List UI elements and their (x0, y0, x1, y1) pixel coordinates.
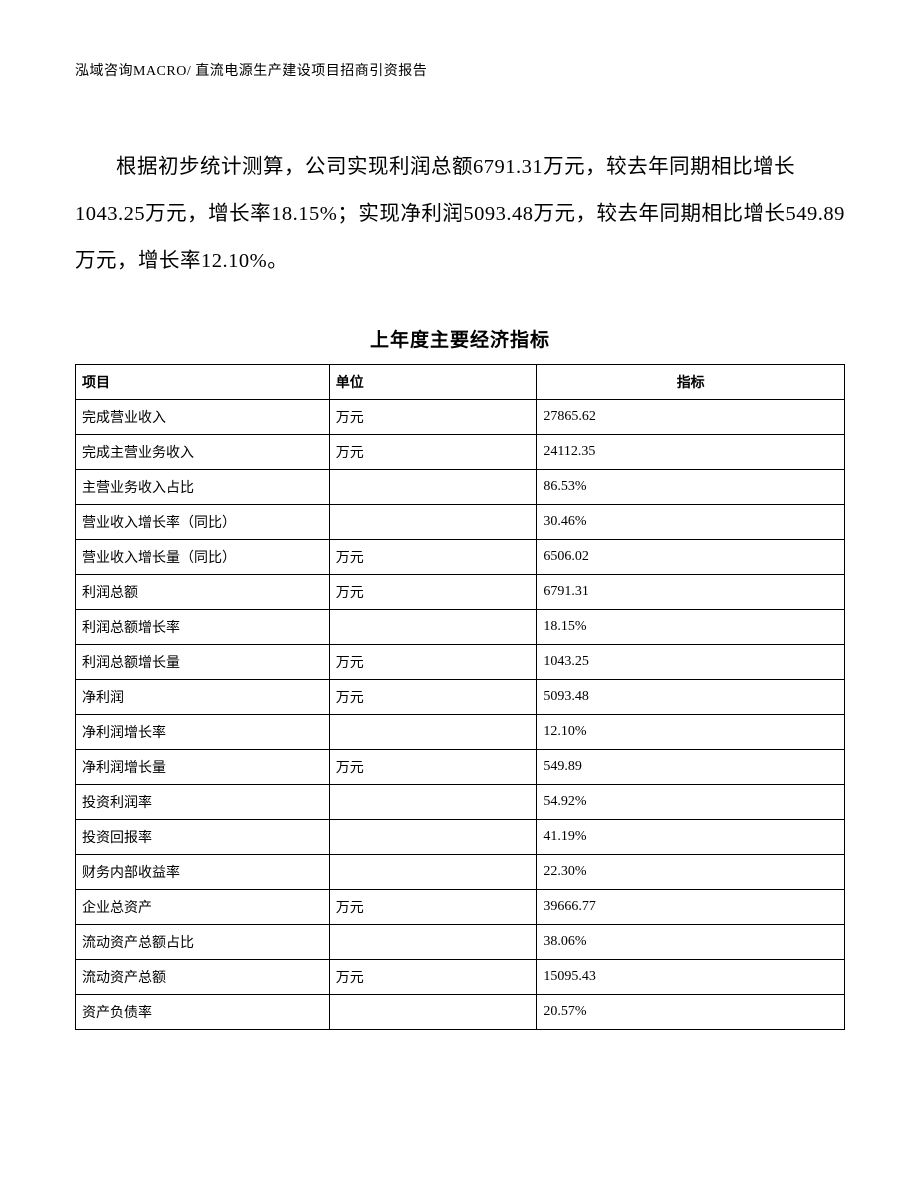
table-row: 流动资产总额万元15095.43 (76, 960, 845, 995)
cell-item: 净利润 (76, 680, 330, 715)
table-row: 营业收入增长量（同比）万元6506.02 (76, 540, 845, 575)
cell-unit (329, 820, 537, 855)
table-row: 财务内部收益率 22.30% (76, 855, 845, 890)
cell-value: 5093.48 (537, 680, 845, 715)
cell-item: 财务内部收益率 (76, 855, 330, 890)
table-row: 利润总额万元6791.31 (76, 575, 845, 610)
cell-value: 24112.35 (537, 435, 845, 470)
cell-item: 净利润增长量 (76, 750, 330, 785)
table-row: 投资利润率 54.92% (76, 785, 845, 820)
document-page: 泓域咨询MACRO/ 直流电源生产建设项目招商引资报告 根据初步统计测算，公司实… (0, 0, 920, 1191)
cell-unit (329, 855, 537, 890)
cell-item: 净利润增长率 (76, 715, 330, 750)
cell-unit: 万元 (329, 890, 537, 925)
cell-item: 资产负债率 (76, 995, 330, 1030)
cell-item: 利润总额 (76, 575, 330, 610)
table-title: 上年度主要经济指标 (75, 325, 845, 352)
cell-item: 投资利润率 (76, 785, 330, 820)
cell-item: 流动资产总额 (76, 960, 330, 995)
table-row: 净利润增长量万元549.89 (76, 750, 845, 785)
cell-value: 22.30% (537, 855, 845, 890)
cell-unit: 万元 (329, 680, 537, 715)
table-row: 完成主营业务收入万元24112.35 (76, 435, 845, 470)
cell-value: 20.57% (537, 995, 845, 1030)
table-body: 完成营业收入万元27865.62完成主营业务收入万元24112.35主营业务收入… (76, 400, 845, 1030)
indicators-table: 项目 单位 指标 完成营业收入万元27865.62完成主营业务收入万元24112… (75, 364, 845, 1030)
cell-value: 38.06% (537, 925, 845, 960)
cell-item: 企业总资产 (76, 890, 330, 925)
table-row: 净利润增长率 12.10% (76, 715, 845, 750)
cell-unit (329, 470, 537, 505)
cell-value: 27865.62 (537, 400, 845, 435)
cell-value: 30.46% (537, 505, 845, 540)
table-row: 投资回报率 41.19% (76, 820, 845, 855)
cell-item: 利润总额增长量 (76, 645, 330, 680)
cell-value: 18.15% (537, 610, 845, 645)
cell-unit (329, 925, 537, 960)
cell-value: 6506.02 (537, 540, 845, 575)
table-row: 营业收入增长率（同比） 30.46% (76, 505, 845, 540)
col-header-item: 项目 (76, 365, 330, 400)
cell-unit (329, 505, 537, 540)
table-row: 净利润万元5093.48 (76, 680, 845, 715)
cell-value: 12.10% (537, 715, 845, 750)
col-header-unit: 单位 (329, 365, 537, 400)
cell-value: 39666.77 (537, 890, 845, 925)
cell-item: 流动资产总额占比 (76, 925, 330, 960)
table-row: 完成营业收入万元27865.62 (76, 400, 845, 435)
cell-item: 营业收入增长量（同比） (76, 540, 330, 575)
cell-unit: 万元 (329, 960, 537, 995)
cell-unit (329, 715, 537, 750)
cell-item: 营业收入增长率（同比） (76, 505, 330, 540)
cell-unit: 万元 (329, 400, 537, 435)
cell-unit: 万元 (329, 645, 537, 680)
table-row: 流动资产总额占比 38.06% (76, 925, 845, 960)
cell-value: 86.53% (537, 470, 845, 505)
col-header-value: 指标 (537, 365, 845, 400)
cell-item: 利润总额增长率 (76, 610, 330, 645)
cell-value: 54.92% (537, 785, 845, 820)
summary-paragraph: 根据初步统计测算，公司实现利润总额6791.31万元，较去年同期相比增长1043… (75, 144, 845, 285)
cell-unit: 万元 (329, 435, 537, 470)
cell-value: 6791.31 (537, 575, 845, 610)
table-row: 资产负债率 20.57% (76, 995, 845, 1030)
cell-value: 41.19% (537, 820, 845, 855)
table-row: 利润总额增长率 18.15% (76, 610, 845, 645)
table-row: 利润总额增长量万元1043.25 (76, 645, 845, 680)
cell-value: 15095.43 (537, 960, 845, 995)
table-header-row: 项目 单位 指标 (76, 365, 845, 400)
cell-unit (329, 995, 537, 1030)
cell-item: 完成营业收入 (76, 400, 330, 435)
table-row: 主营业务收入占比 86.53% (76, 470, 845, 505)
cell-value: 1043.25 (537, 645, 845, 680)
page-header: 泓域咨询MACRO/ 直流电源生产建设项目招商引资报告 (75, 60, 845, 80)
cell-value: 549.89 (537, 750, 845, 785)
cell-unit: 万元 (329, 575, 537, 610)
cell-item: 投资回报率 (76, 820, 330, 855)
cell-item: 完成主营业务收入 (76, 435, 330, 470)
cell-item: 主营业务收入占比 (76, 470, 330, 505)
cell-unit: 万元 (329, 750, 537, 785)
cell-unit (329, 610, 537, 645)
cell-unit: 万元 (329, 540, 537, 575)
table-row: 企业总资产万元39666.77 (76, 890, 845, 925)
cell-unit (329, 785, 537, 820)
